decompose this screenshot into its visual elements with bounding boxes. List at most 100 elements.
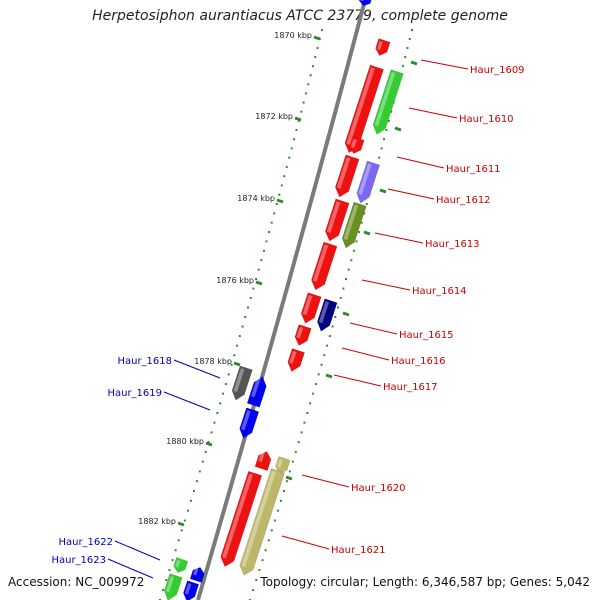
scale-dot [189,499,192,502]
gene-label[interactable]: Haur_1623 [51,555,106,566]
scale-dot [267,539,270,542]
gene-highlight [374,71,396,127]
gene-label[interactable]: Haur_1622 [58,537,113,548]
scale-dot [270,529,273,532]
gene-highlight [312,244,329,282]
scale-dot [227,373,230,376]
gene-feature[interactable] [285,348,305,374]
gene-feature[interactable] [323,198,350,243]
scale-dot [360,221,363,224]
gene-label[interactable]: Haur_1614 [412,286,467,297]
scale-dot [260,259,263,262]
scale-dot [224,383,227,386]
scale-dot [352,249,355,252]
gene-label[interactable]: Haur_1618 [117,356,172,367]
kbp-tick [177,521,185,527]
scale-dot [236,344,239,347]
gene-body [164,573,183,600]
gene-feature[interactable] [348,136,365,156]
gene-feature[interactable] [354,160,380,205]
scale-dot [342,287,345,290]
gene-body [358,0,373,6]
gene-feature[interactable] [293,324,312,347]
scale-dot [334,316,337,319]
label-leader [396,156,445,169]
scale-dot [201,460,204,463]
scale-dot [404,56,407,59]
gene-highlight [350,138,357,148]
gene-feature[interactable] [162,573,183,600]
kbp-label: 1882 kbp [138,517,176,526]
gene-feature[interactable] [237,407,260,441]
scale-dot [183,519,186,522]
kbp-label: 1872 kbp [255,112,293,121]
scale-dot [261,559,264,562]
scale-dot [309,74,312,77]
gene-highlight [233,368,245,393]
scale-dot [411,29,413,31]
scale-dot [314,383,317,386]
scale-dot [326,344,329,347]
gene-feature[interactable] [189,565,206,583]
gene-feature[interactable] [230,365,253,402]
scale-dot [278,193,281,196]
gene-body [349,136,365,154]
gene-label[interactable]: Haur_1609 [470,65,525,76]
gene-feature[interactable] [246,375,269,408]
label-leader [163,391,211,411]
scale-dot [385,129,388,132]
scale-dot [252,287,255,290]
gene-label[interactable]: Haur_1617 [383,382,438,393]
gene-feature[interactable] [333,154,360,199]
gene-label[interactable]: Haur_1613 [425,239,480,250]
scale-dot [279,499,282,502]
scale-dot [247,306,249,309]
gene-feature[interactable] [309,241,338,292]
scale-dot [387,119,390,122]
gene-label[interactable]: Haur_1615 [399,330,454,341]
gene-feature[interactable] [218,470,263,569]
scale-dot [257,268,260,271]
scale-dot [210,431,213,434]
gene-label[interactable]: Haur_1619 [107,388,162,399]
gene-highlight [193,567,199,576]
gene-label[interactable]: Haur_1616 [391,356,446,367]
label-leaders [107,59,469,579]
scale-dot [222,392,225,395]
scale-dot [162,589,165,592]
gene-label[interactable]: Haur_1611 [446,164,501,175]
kbp-label: 1878 kbp [194,357,232,366]
label-leader [387,188,435,200]
label-leader [341,347,390,361]
label-leader [349,322,398,335]
gene-feature[interactable] [181,580,200,600]
gene-feature[interactable] [340,201,367,250]
gene-feature[interactable] [371,69,404,137]
gene-feature[interactable] [237,468,285,578]
gene-body [220,470,263,567]
scale-dot [165,579,168,582]
gene-label[interactable]: Haur_1612 [436,195,491,206]
gene-body [254,451,272,471]
scale-dot [195,480,198,483]
gene-feature[interactable] [172,557,189,574]
scale-dot [331,325,334,328]
gene-body [287,348,305,372]
scale-dot [288,470,291,473]
scale-dot [174,549,177,552]
gene-feature[interactable] [299,292,322,326]
scale-dot [177,539,180,542]
gene-feature[interactable] [274,456,291,476]
scale-dot [265,240,268,243]
gene-feature[interactable] [254,449,273,471]
gene-highlight [336,157,351,189]
gene-label[interactable]: Haur_1621 [331,545,386,556]
gene-feature[interactable] [357,0,373,8]
gene-label[interactable]: Haur_1610 [459,114,514,125]
gene-feature[interactable] [315,298,338,333]
gene-feature[interactable] [374,38,391,58]
scale-dot [252,589,255,592]
gene-body [239,468,285,576]
scale-dot [204,450,207,453]
gene-label[interactable]: Haur_1620 [351,483,406,494]
